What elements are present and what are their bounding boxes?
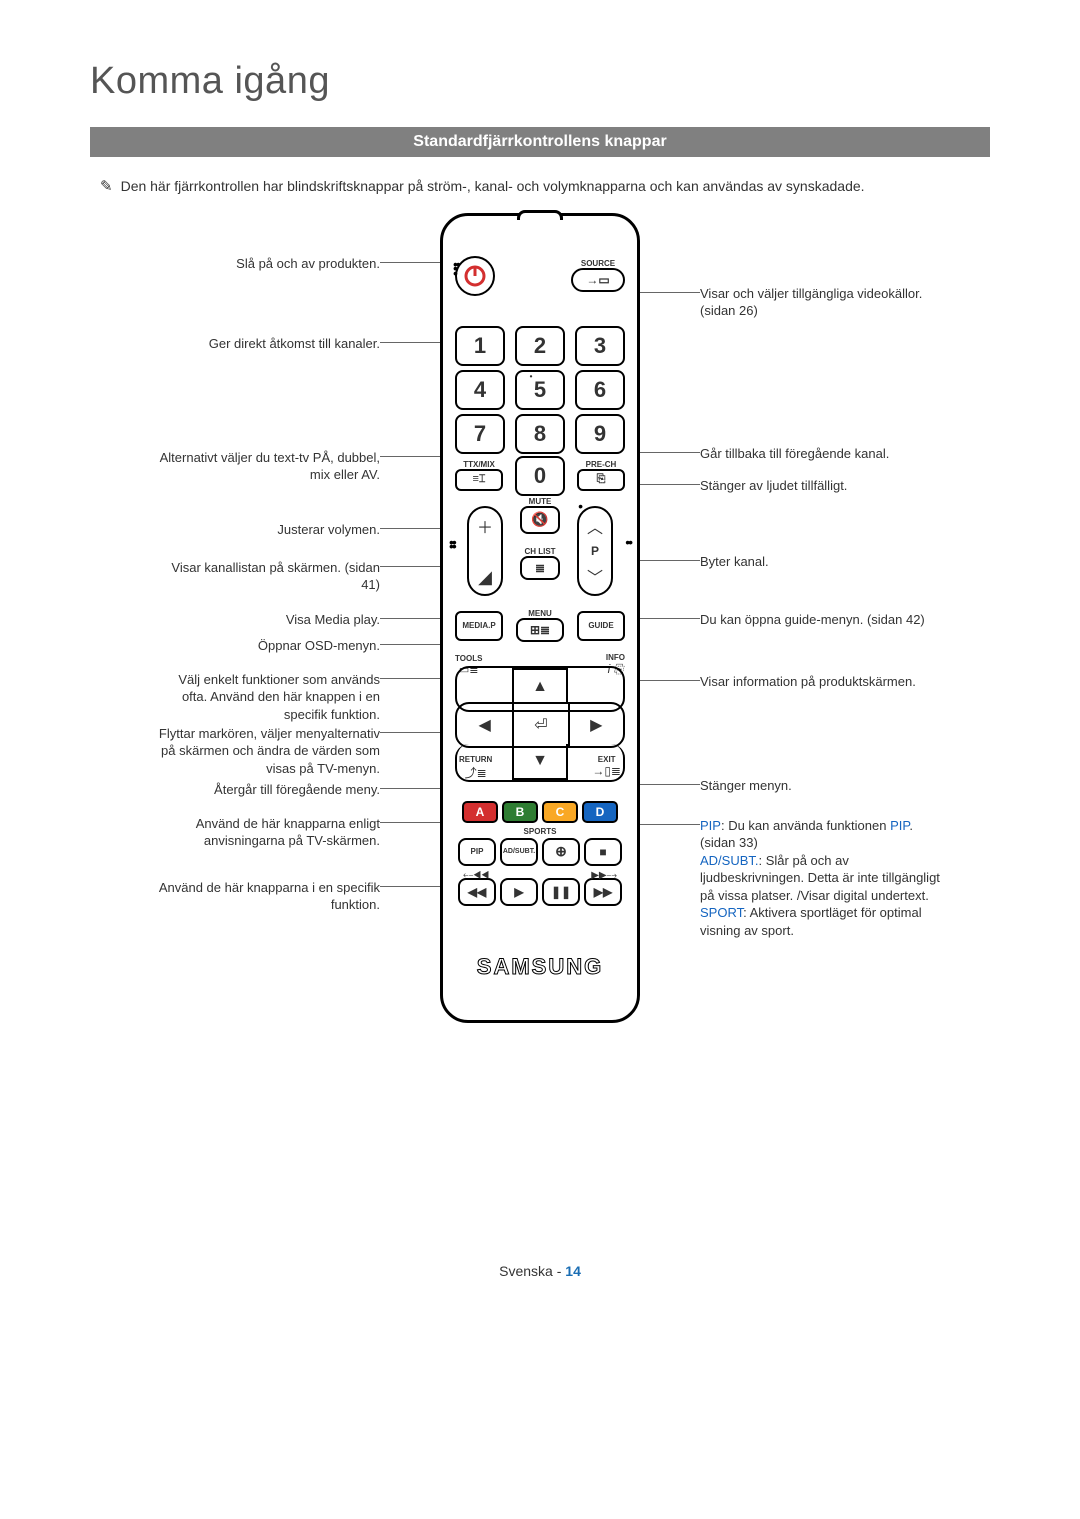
callout-right: Går tillbaka till föregående kanal. <box>700 445 930 463</box>
pause-button[interactable]: ❚❚ <box>542 878 580 906</box>
mediap-button[interactable]: MEDIA.P <box>455 611 503 641</box>
power-button[interactable] <box>455 256 495 296</box>
channel-rocker[interactable]: ︿ P ﹀ <box>577 506 613 596</box>
section-header: Standardfjärrkontrollens knappar <box>90 127 990 157</box>
num-9[interactable]: 9 <box>575 414 625 454</box>
mute-button[interactable]: 🔇 <box>520 506 560 534</box>
num-4[interactable]: 4 <box>455 370 505 410</box>
braille-ch: •• <box>625 540 631 545</box>
callout-left: Slå på och av produkten. <box>150 255 380 273</box>
ttx-button[interactable]: ≡⌶ <box>455 469 503 491</box>
skip-back-icon: ⤌◀◀ <box>463 870 489 881</box>
guide-button[interactable]: GUIDE <box>577 611 625 641</box>
braille-power: •••• <box>453 262 459 277</box>
source-button[interactable]: →▭ <box>571 268 625 292</box>
intro-note-text: Den här fjärrkontrollen har blindskrifts… <box>121 177 865 197</box>
page-footer: Svenska - 14 <box>90 1263 990 1279</box>
return-icon: ⤴≣ <box>459 764 492 781</box>
rewind-button[interactable]: ◀◀ <box>458 878 496 906</box>
mute-label: MUTE <box>529 498 552 506</box>
num-5[interactable]: 5• <box>515 370 565 410</box>
callout-left: Ger direkt åtkomst till kanaler. <box>150 335 380 353</box>
color-d[interactable]: D <box>582 801 618 823</box>
sports-label: SPORTS <box>524 828 557 836</box>
num-2[interactable]: 2 <box>515 326 565 366</box>
adsubt-button[interactable]: AD/SUBT. <box>500 838 538 866</box>
callout-left: Välj enkelt funktioner som används ofta.… <box>150 671 380 724</box>
return-label: RETURN <box>459 756 492 764</box>
volume-rocker[interactable]: ＋ ◢ <box>467 506 503 596</box>
sport-button[interactable]: ⊕ <box>542 838 580 866</box>
callout-right: Byter kanal. <box>700 553 930 571</box>
color-c[interactable]: C <box>542 801 578 823</box>
callout-left: Öppnar OSD-menyn. <box>150 637 380 655</box>
callout-right: Visar information på produktskärmen. <box>700 673 930 691</box>
dpad-enter[interactable]: ⏎ <box>512 704 567 746</box>
dpad-down[interactable]: ▼ <box>512 744 567 780</box>
tools-label: TOOLS <box>455 655 482 663</box>
callout-left: Återgår till föregående meny. <box>150 781 380 799</box>
brand-logo: SAMSUNG <box>477 954 603 980</box>
page-title: Komma igång <box>90 60 990 103</box>
callout-left: Visar kanallistan på skärmen. (sidan 41) <box>150 559 380 594</box>
prech-label: PRE-CH <box>586 461 617 469</box>
prech-button[interactable]: ⎘ <box>577 469 625 491</box>
exit-icon: →▯≣ <box>592 764 621 778</box>
remote-body: •••• SOURCE →▭ 123 45•6 789 TTX/MIX <box>440 213 640 1023</box>
num-8[interactable]: 8 <box>515 414 565 454</box>
footer-page: 14 <box>565 1263 581 1279</box>
source-label: SOURCE <box>581 260 615 268</box>
callout-left: Flyttar markören, väljer menyalternativ … <box>150 725 380 778</box>
num-7[interactable]: 7 <box>455 414 505 454</box>
dpad-mid: ◀ ⏎ ▶ <box>455 702 625 748</box>
forward-button[interactable]: ▶▶ <box>584 878 622 906</box>
menu-button[interactable]: ⊞≣ <box>516 618 564 642</box>
callout-right-special: PIP: Du kan använda funktionen PIP. (sid… <box>700 817 940 940</box>
callout-left: Justerar volymen. <box>150 521 380 539</box>
dpad-up[interactable]: ▲ <box>512 668 567 704</box>
p-label: P <box>591 544 599 558</box>
num-1[interactable]: 1 <box>455 326 505 366</box>
ch-down-icon: ﹀ <box>587 564 603 588</box>
color-b[interactable]: B <box>502 801 538 823</box>
callout-left: Använd de här knapparna enligt anvisning… <box>150 815 380 850</box>
callout-right: Visar och väljer tillgängliga videokällo… <box>700 285 930 320</box>
num-3[interactable]: 3 <box>575 326 625 366</box>
ch-up-icon: ︿ <box>587 514 603 538</box>
dpad-left[interactable]: ◀ <box>457 704 512 746</box>
skip-fwd-icon: ▶▶⤍ <box>591 870 617 881</box>
color-button-row: A B C D <box>462 801 618 823</box>
color-a[interactable]: A <box>462 801 498 823</box>
callout-right: Du kan öppna guide-menyn. (sidan 42) <box>700 611 930 629</box>
chlist-label: CH LIST <box>524 548 555 556</box>
footer-lang: Svenska - <box>499 1263 565 1279</box>
callout-left: Visa Media play. <box>150 611 380 629</box>
power-icon <box>463 264 487 288</box>
num-6[interactable]: 6 <box>575 370 625 410</box>
callout-left: Alternativt väljer du text-tv PÅ, dubbel… <box>150 449 380 484</box>
stop-button[interactable]: ■ <box>584 838 622 866</box>
dpad-right[interactable]: ▶ <box>568 704 623 746</box>
callout-right: Stänger menyn. <box>700 777 930 795</box>
info-label: INFO <box>606 654 625 662</box>
callout-left: Använd de här knapparna i en specifik fu… <box>150 879 380 914</box>
vol-up-icon: ＋ <box>477 514 493 538</box>
exit-label: EXIT <box>592 756 621 764</box>
intro-note: ✎ Den här fjärrkontrollen har blindskrif… <box>90 177 990 197</box>
ttx-label: TTX/MIX <box>463 461 495 469</box>
ir-emitter <box>517 210 563 220</box>
braille-mute: • <box>578 504 581 509</box>
callout-right: Stänger av ljudet tillfälligt. <box>700 477 930 495</box>
chlist-button[interactable]: ≣ <box>520 556 560 580</box>
remote-diagram: Slå på och av produkten. Ger direkt åtkom… <box>90 213 990 1033</box>
pip-button[interactable]: PIP <box>458 838 496 866</box>
note-icon: ✎ <box>100 177 113 195</box>
num-0[interactable]: 0 <box>515 456 565 496</box>
play-button[interactable]: ▶ <box>500 878 538 906</box>
braille-vol: •••• <box>449 540 455 550</box>
menu-label: MENU <box>528 610 552 618</box>
vol-down-icon: ◢ <box>478 567 492 588</box>
